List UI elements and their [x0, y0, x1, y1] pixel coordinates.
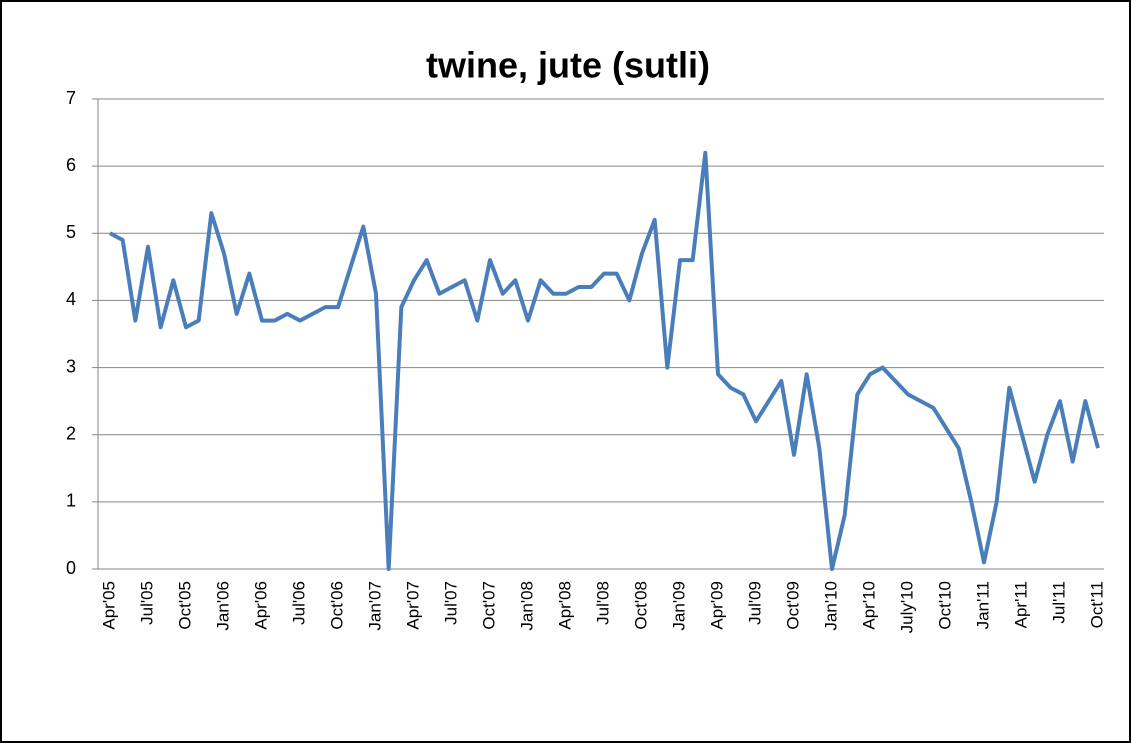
y-tick-label: 3	[66, 356, 76, 376]
x-tick-label: Apr'08	[555, 581, 574, 630]
x-tick-label: Jan'10	[821, 581, 840, 631]
x-tick-label: Jan'09	[669, 581, 688, 631]
x-tick-label: Jan'07	[365, 581, 384, 631]
x-tick-label: Oct'11	[1087, 581, 1106, 628]
x-tick-label: Apr'05	[99, 581, 118, 630]
y-tick-label: 4	[66, 289, 76, 309]
y-tick-label: 6	[66, 155, 76, 175]
x-tick-label: Jul'07	[441, 581, 460, 625]
x-tick-label: Jan'08	[517, 581, 536, 631]
x-tick-label: Oct'10	[935, 581, 954, 630]
x-tick-label: Apr'09	[707, 581, 726, 630]
y-tick-label: 1	[66, 491, 76, 511]
x-tick-label: Jul'06	[289, 581, 308, 625]
chart-title: twine, jute (sutli)	[426, 45, 710, 86]
y-tick-label: 2	[66, 423, 76, 443]
y-tick-label: 0	[66, 558, 76, 578]
x-tick-label: Apr'10	[859, 581, 878, 630]
x-tick-label: Jan'11	[973, 581, 992, 629]
x-tick-label: July'10	[897, 581, 916, 633]
x-tick-label: Apr'11	[1011, 581, 1030, 628]
x-tick-label: Jan'06	[213, 581, 232, 631]
x-tick-label: Oct'07	[479, 581, 498, 630]
x-tick-label: Jul'11	[1049, 581, 1068, 624]
x-tick-label: Apr'06	[251, 581, 270, 630]
x-tick-label: Oct'08	[631, 581, 650, 630]
x-tick-label: Oct'09	[783, 581, 802, 630]
data-line	[109, 150, 1100, 571]
x-tick-label: Oct'06	[327, 581, 346, 630]
x-tick-label: Jul'09	[745, 581, 764, 625]
x-tick-label: Apr'07	[403, 581, 422, 630]
x-tick-label: Jul'08	[593, 581, 612, 625]
y-tick-label: 5	[66, 222, 76, 242]
x-tick-label: Oct'05	[175, 581, 194, 630]
y-tick-label: 7	[66, 88, 76, 108]
x-tick-label: Jul'05	[137, 581, 156, 625]
